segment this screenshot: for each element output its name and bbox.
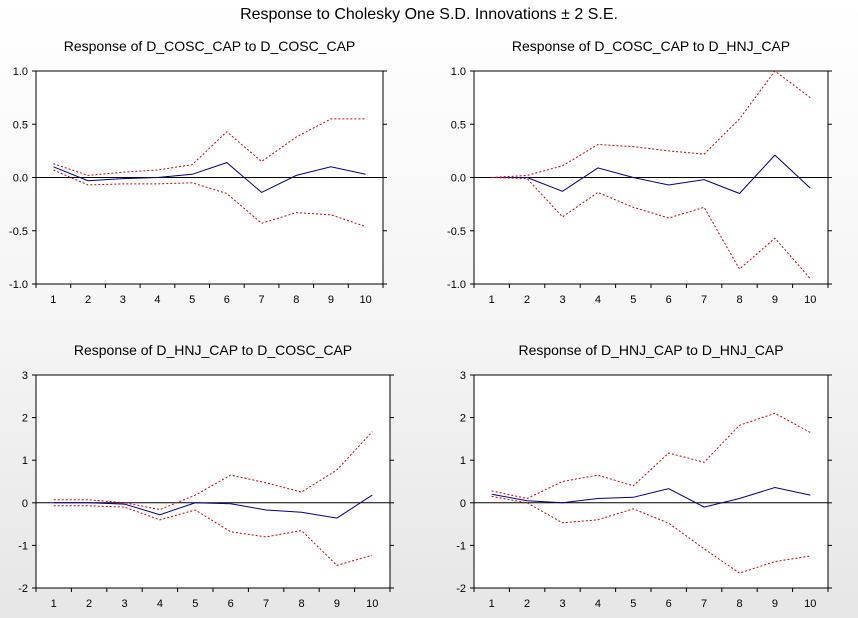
x-tick-label: 4 <box>595 598 601 610</box>
plot-frame <box>35 374 391 589</box>
chart-panel-4: Response of D_HNJ_CAP to D_HNJ_CAP -2 -1 0 1… <box>456 342 832 610</box>
x-tick-label: 6 <box>224 294 230 306</box>
x-tick-label: 3 <box>121 598 127 610</box>
x-tick-label: 6 <box>666 598 672 610</box>
y-tick-label: 1 <box>460 455 466 467</box>
x-tick-label: 8 <box>736 294 742 306</box>
y-tick-label: 1.0 <box>13 66 28 78</box>
y-tick-label: 3 <box>460 370 466 382</box>
x-tick-label: 5 <box>189 294 195 306</box>
y-tick-label: 1.0 <box>451 66 466 78</box>
x-tick-label: 3 <box>120 294 126 306</box>
chart-panel-2: Response of D_COSC_CAP to D_HNJ_CAP -1.0 -… <box>447 38 832 306</box>
x-tick-label: 6 <box>666 294 672 306</box>
chart-title: Response of D_COSC_CAP to D_HNJ_CAP <box>512 38 790 54</box>
y-tick-label: 0 <box>460 498 466 510</box>
x-tick-label: 3 <box>559 598 565 610</box>
x-tick-label: 3 <box>559 294 565 306</box>
x-tick-label: 9 <box>328 294 334 306</box>
x-tick-label: 8 <box>293 294 299 306</box>
x-tick-label: 7 <box>258 294 264 306</box>
y-tick-label: -2 <box>456 583 466 595</box>
y-tick-label: -1 <box>18 540 28 552</box>
lower-band-line <box>53 169 366 227</box>
y-tick-label: -0.5 <box>9 226 28 238</box>
response-line <box>491 154 811 195</box>
x-tick-label: 8 <box>736 598 742 610</box>
x-tick-label: 5 <box>630 598 636 610</box>
x-tick-label: 8 <box>298 598 304 610</box>
y-tick-label: -0.5 <box>447 226 466 238</box>
x-tick-label: 7 <box>263 598 269 610</box>
x-tick-label: 4 <box>157 598 163 610</box>
y-tick-label: 0.5 <box>451 119 466 131</box>
chart-title: Response of D_HNJ_CAP to D_COSC_CAP <box>74 342 352 358</box>
x-tick-label: 5 <box>192 598 198 610</box>
x-tick-label: 5 <box>630 294 636 306</box>
upper-band-line <box>491 412 811 500</box>
x-tick-label: 4 <box>595 294 601 306</box>
x-tick-label: 7 <box>701 294 707 306</box>
y-tick-label: 3 <box>22 370 28 382</box>
y-tick-label: 0.0 <box>451 173 466 185</box>
x-tick-label: 9 <box>772 598 778 610</box>
response-line <box>491 486 811 508</box>
figure-title: Response to Cholesky One S.D. Innovation… <box>240 6 618 23</box>
x-tick-label: 10 <box>360 294 372 306</box>
lower-band-line <box>491 177 811 280</box>
response-line <box>53 494 373 519</box>
y-tick-label: -2 <box>18 583 28 595</box>
lower-band-line <box>53 505 373 566</box>
y-tick-label: -1 <box>456 540 466 552</box>
chart-title: Response of D_COSC_CAP to D_COSC_CAP <box>64 38 356 54</box>
plot-frame <box>473 374 829 589</box>
y-tick-label: 0.0 <box>13 173 28 185</box>
x-tick-label: 1 <box>50 294 56 306</box>
x-tick-label: 10 <box>804 598 816 610</box>
x-tick-label: 1 <box>489 598 495 610</box>
x-tick-label: 1 <box>489 294 495 306</box>
upper-band-line <box>491 70 811 178</box>
y-tick-label: 2 <box>22 413 28 425</box>
response-line <box>53 162 366 193</box>
x-tick-label: 10 <box>804 294 816 306</box>
y-tick-label: 2 <box>460 413 466 425</box>
x-tick-label: 10 <box>366 598 378 610</box>
x-tick-label: 2 <box>85 294 91 306</box>
y-tick-label: 1 <box>22 455 28 467</box>
x-tick-label: 7 <box>701 598 707 610</box>
y-tick-label: 0.5 <box>13 119 28 131</box>
x-tick-label: 1 <box>51 598 57 610</box>
x-tick-label: 2 <box>524 294 530 306</box>
x-tick-label: 9 <box>334 598 340 610</box>
chart-title: Response of D_HNJ_CAP to D_HNJ_CAP <box>518 342 783 358</box>
x-tick-label: 2 <box>86 598 92 610</box>
y-tick-label: -1.0 <box>9 279 28 291</box>
x-tick-label: 6 <box>228 598 234 610</box>
y-tick-label: 0 <box>22 498 28 510</box>
x-tick-label: 9 <box>772 294 778 306</box>
chart-panel-1: Response of D_COSC_CAP to D_COSC_CAP -1.0… <box>9 38 387 306</box>
upper-band-line <box>53 431 373 511</box>
chart-panel-3: Response of D_HNJ_CAP to D_COSC_CAP -2 -1 0… <box>18 342 394 610</box>
x-tick-label: 2 <box>524 598 530 610</box>
lower-band-line <box>491 495 811 574</box>
x-tick-label: 4 <box>154 294 160 306</box>
upper-band-line <box>53 118 366 176</box>
y-tick-label: -1.0 <box>447 279 466 291</box>
